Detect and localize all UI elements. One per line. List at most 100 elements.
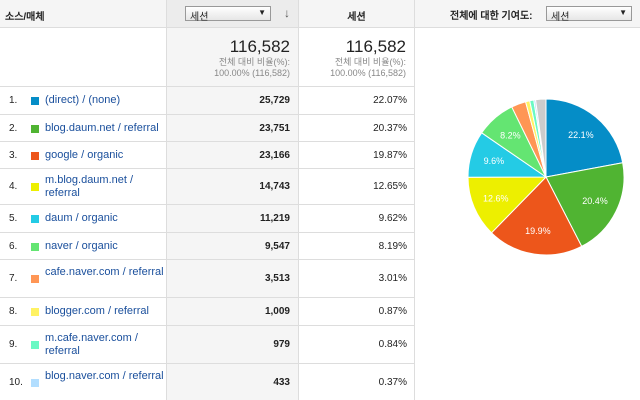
series-color-swatch [31, 379, 39, 387]
dimension-cell: 7. cafe.naver.com / referral [0, 260, 167, 297]
source-link[interactable]: blog.daum.net / referral [45, 122, 159, 134]
sessions-percent: 20.37% [299, 115, 415, 141]
row-number: 7. [9, 273, 18, 284]
totals-sessions-cell: 116,582 전체 대비 비율(%): 100.00% (116,582) [299, 28, 415, 87]
source-link[interactable]: (direct) / (none) [45, 94, 121, 106]
sessions-value: 14,743 [167, 169, 299, 204]
sessions-percent: 0.84% [299, 326, 415, 363]
row-number: 8. [9, 306, 18, 317]
table-row: 10. blog.naver.com / referral 433 0.37% [0, 364, 415, 400]
contribution-header: 전체에 대한 기여도: 세션 ▼ [415, 0, 640, 28]
table-row: 3. google / organic 23,166 19.87% [0, 142, 415, 169]
contribution-select-value: 세션 [551, 12, 570, 23]
pie-slice-label: 22.1% [568, 130, 594, 140]
sessions-value: 433 [167, 364, 299, 400]
sessions-percent: 0.87% [299, 298, 415, 325]
series-color-swatch [31, 243, 39, 251]
sessions-percent: 3.01% [299, 260, 415, 297]
dimension-header[interactable]: 소스/매체 [0, 0, 167, 28]
table-row: 4. m.blog.daum.net / referral 14,743 12.… [0, 169, 415, 205]
sort-descending-icon[interactable]: ↓ [284, 6, 290, 20]
source-link[interactable]: daum / organic [45, 212, 118, 224]
dropdown-arrow-icon: ▼ [258, 8, 266, 17]
pie-slice[interactable] [545, 98, 624, 178]
dimension-header-label: 소스/매체 [5, 12, 45, 23]
series-color-swatch [31, 341, 39, 349]
pie-slice[interactable] [534, 98, 547, 178]
source-link[interactable]: m.blog.daum.net / referral [45, 174, 134, 199]
table-row: 2. blog.daum.net / referral 23,751 20.37… [0, 115, 415, 142]
sessions-value: 1,009 [167, 298, 299, 325]
source-link[interactable]: naver / organic [45, 240, 118, 252]
contribution-select[interactable]: 세션 ▼ [546, 6, 632, 23]
sessions-value: 3,513 [167, 260, 299, 297]
source-link[interactable]: google / organic [45, 149, 124, 161]
series-color-swatch [31, 308, 39, 316]
source-link[interactable]: blog.naver.com / referral [45, 370, 164, 382]
sessions-value: 23,166 [167, 142, 299, 168]
total-sessions-primary: 116,582 [229, 37, 290, 56]
pie-slice[interactable] [467, 176, 548, 234]
series-color-swatch [31, 125, 39, 133]
source-link[interactable]: cafe.naver.com / referral [45, 266, 164, 278]
series-color-swatch [31, 275, 39, 283]
table-row: 6. naver / organic 9,547 8.19% [0, 233, 415, 260]
table-row: 5. daum / organic 11,219 9.62% [0, 205, 415, 233]
row-number: 1. [9, 95, 18, 106]
sessions-value: 979 [167, 326, 299, 363]
sessions-value: 23,751 [167, 115, 299, 141]
series-color-swatch [31, 183, 39, 191]
source-link[interactable]: blogger.com / referral [45, 305, 149, 317]
sessions-header-label: 세션 [347, 12, 366, 23]
sessions-percent: 9.62% [299, 205, 415, 232]
sessions-percent: 12.65% [299, 169, 415, 204]
total-percent-value: 100.00% (116,582) [330, 68, 406, 78]
pie-slice-label: 19.9% [525, 226, 551, 236]
pie-slice[interactable] [545, 162, 625, 248]
pie-slice-label: 20.4% [582, 196, 608, 206]
dimension-cell: 2. blog.daum.net / referral [0, 115, 167, 141]
pie-slice[interactable] [490, 176, 583, 256]
table-row: 9. m.cafe.naver.com / referral 979 0.84% [0, 326, 415, 364]
dimension-cell: 9. m.cafe.naver.com / referral [0, 326, 167, 363]
dimension-cell: 5. daum / organic [0, 205, 167, 232]
sessions-percent: 0.37% [299, 364, 415, 400]
series-color-swatch [31, 152, 39, 160]
sessions-percent: 19.87% [299, 142, 415, 168]
row-number: 6. [9, 241, 18, 252]
dropdown-arrow-icon: ▼ [619, 8, 627, 17]
dimension-cell: 8. blogger.com / referral [0, 298, 167, 325]
row-number: 2. [9, 123, 18, 134]
sessions-percent: 22.07% [299, 87, 415, 114]
row-number: 10. [9, 377, 23, 388]
sessions-header[interactable]: 세션 [299, 0, 415, 28]
total-sessions: 116,582 [345, 37, 406, 56]
sessions-value: 9,547 [167, 233, 299, 259]
dimension-cell: 6. naver / organic [0, 233, 167, 259]
row-number: 5. [9, 213, 18, 224]
total-percent-label: 전체 대비 비율(%): [218, 57, 290, 67]
total-percent-label: 전체 대비 비율(%): [334, 57, 406, 67]
contribution-pie-chart[interactable]: 22.1% 20.4% 19.9% 12.6% 9.6% 8.2% [466, 97, 626, 257]
table-row: 1. (direct) / (none) 25,729 22.07% [0, 87, 415, 115]
pie-slice-label: 12.6% [483, 193, 509, 203]
metric-select[interactable]: 세션 ▼ [185, 6, 271, 23]
series-color-swatch [31, 97, 39, 105]
metric-header: 세션 ▼ ↓ [167, 0, 299, 28]
row-number: 3. [9, 150, 18, 161]
dimension-cell: 10. blog.naver.com / referral [0, 364, 167, 400]
row-number: 4. [9, 181, 18, 192]
sessions-percent: 8.19% [299, 233, 415, 259]
totals-primary-cell: 116,582 전체 대비 비율(%): 100.00% (116,582) [167, 28, 299, 87]
pie-slice-label: 9.6% [484, 156, 505, 166]
contribution-label: 전체에 대한 기여도: [450, 11, 533, 22]
dimension-cell: 3. google / organic [0, 142, 167, 168]
sessions-value: 11,219 [167, 205, 299, 232]
source-link[interactable]: m.cafe.naver.com / referral [45, 332, 138, 357]
total-percent-value: 100.00% (116,582) [214, 68, 290, 78]
sessions-value: 25,729 [167, 87, 299, 114]
table-row: 7. cafe.naver.com / referral 3,513 3.01% [0, 260, 415, 298]
series-color-swatch [31, 215, 39, 223]
row-number: 9. [9, 339, 18, 350]
pie-slice-label: 8.2% [500, 131, 521, 141]
